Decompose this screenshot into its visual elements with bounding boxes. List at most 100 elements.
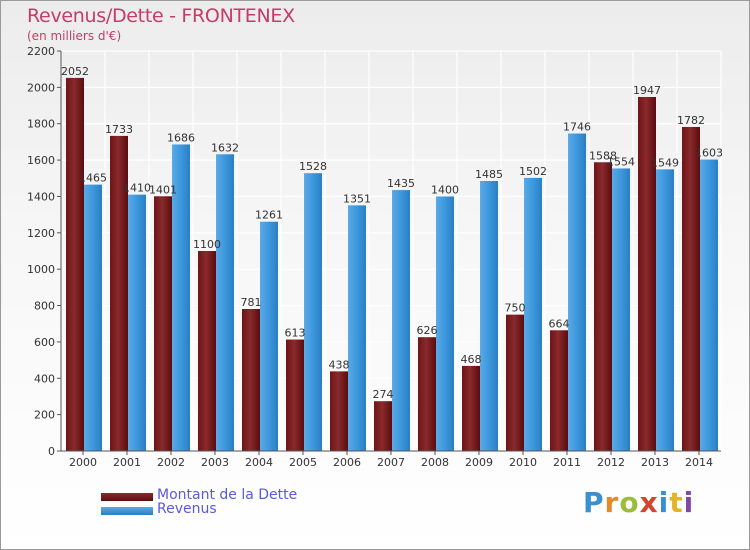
x-tick-label: 2008 bbox=[421, 456, 449, 469]
bar-revenue bbox=[480, 181, 498, 451]
bar-debt bbox=[506, 314, 524, 451]
data-label-debt: 438 bbox=[329, 358, 350, 371]
bar-debt bbox=[418, 337, 436, 451]
logo-letter: t bbox=[669, 486, 684, 519]
x-tick-label: 2006 bbox=[333, 456, 361, 469]
legend-swatch-debt bbox=[101, 493, 153, 501]
x-tick-label: 2002 bbox=[157, 456, 185, 469]
bar-debt bbox=[330, 371, 348, 451]
axes: 0 200 400 600 800 1000 1200 1400 1600 1800 2000 220… bbox=[27, 45, 721, 469]
logo-letter: P bbox=[583, 486, 605, 519]
x-tick-label: 2011 bbox=[553, 456, 581, 469]
data-label-revenue: 1465 bbox=[79, 172, 107, 185]
data-label-revenue: 1686 bbox=[167, 131, 195, 144]
data-label-revenue: 1435 bbox=[387, 177, 415, 190]
data-label-debt: 1947 bbox=[633, 84, 661, 97]
x-tick-label: 2009 bbox=[465, 456, 493, 469]
bar-debt bbox=[242, 309, 260, 451]
bar-revenue bbox=[700, 159, 718, 451]
bar-revenue bbox=[128, 194, 146, 452]
data-label-debt: 613 bbox=[285, 327, 306, 340]
y-tick-label: 1600 bbox=[27, 154, 55, 167]
data-label-debt: 781 bbox=[241, 296, 262, 309]
data-label-revenue: 1261 bbox=[255, 209, 283, 222]
y-tick-label: 2200 bbox=[27, 45, 55, 58]
data-label-debt: 1401 bbox=[149, 183, 177, 196]
bar-debt bbox=[66, 77, 84, 451]
x-tick-label: 2000 bbox=[69, 456, 97, 469]
bar-revenue bbox=[436, 196, 454, 451]
bar-revenue bbox=[216, 154, 234, 452]
logo-letter: o bbox=[619, 486, 640, 519]
x-tick-label: 2005 bbox=[289, 456, 317, 469]
proxiti-logo: Proxiti bbox=[583, 486, 694, 519]
bar-debt bbox=[638, 97, 656, 451]
bar-revenue bbox=[260, 221, 278, 451]
logo-letter: r bbox=[604, 486, 620, 519]
chart-title: Revenus/Dette - FRONTENEX bbox=[27, 5, 295, 27]
bar-debt bbox=[682, 127, 700, 451]
data-label-debt: 1733 bbox=[105, 123, 133, 136]
x-tick-label: 2007 bbox=[377, 456, 405, 469]
bar-debt bbox=[154, 196, 172, 451]
data-label-debt: 1782 bbox=[677, 114, 705, 127]
legend-label-debt: Montant de la Dette bbox=[157, 487, 298, 503]
data-label-revenue: 1502 bbox=[519, 165, 547, 178]
data-label-debt: 750 bbox=[505, 302, 526, 315]
data-label-revenue: 1485 bbox=[475, 168, 503, 181]
x-tick-label: 2012 bbox=[597, 456, 625, 469]
bar-revenue bbox=[612, 168, 630, 452]
data-label-revenue: 1632 bbox=[211, 141, 239, 154]
y-tick-label: 1200 bbox=[27, 227, 55, 240]
y-tick-label: 0 bbox=[48, 445, 55, 458]
y-tick-label: 1000 bbox=[27, 263, 55, 276]
data-label-revenue: 1410 bbox=[123, 182, 151, 195]
x-tick-label: 2010 bbox=[509, 456, 537, 469]
y-tick-label: 2000 bbox=[27, 81, 55, 94]
data-label-revenue: 1528 bbox=[299, 160, 327, 173]
bar-revenue bbox=[392, 190, 410, 451]
x-tick-label: 2003 bbox=[201, 456, 229, 469]
data-label-revenue: 1554 bbox=[607, 155, 635, 168]
data-label-debt: 2052 bbox=[61, 65, 89, 78]
data-label-revenue: 1549 bbox=[651, 156, 679, 169]
legend-label-revenue: Revenus bbox=[157, 501, 217, 517]
bar-revenue bbox=[348, 205, 366, 451]
bar-revenue bbox=[524, 177, 542, 451]
bar-debt bbox=[374, 401, 392, 451]
data-label-debt: 274 bbox=[373, 388, 394, 401]
bar-debt bbox=[286, 339, 304, 451]
logo-letter: i bbox=[658, 486, 670, 519]
bars bbox=[66, 77, 718, 452]
chart-subtitle: (en milliers d'€) bbox=[27, 29, 122, 43]
y-tick-label: 800 bbox=[34, 300, 55, 313]
data-label-revenue: 1400 bbox=[431, 183, 459, 196]
data-label-debt: 468 bbox=[461, 353, 482, 366]
x-tick-label: 2013 bbox=[641, 456, 669, 469]
data-label-revenue: 1603 bbox=[695, 147, 723, 160]
logo-letter: i bbox=[683, 486, 695, 519]
logo-letter: x bbox=[639, 486, 659, 519]
data-label-revenue: 1746 bbox=[563, 121, 591, 134]
y-tick-label: 600 bbox=[34, 336, 55, 349]
y-tick-label: 1400 bbox=[27, 190, 55, 203]
y-tick-label: 400 bbox=[34, 372, 55, 385]
bar-debt bbox=[198, 251, 216, 451]
y-tick-label: 1800 bbox=[27, 118, 55, 131]
data-label-debt: 626 bbox=[417, 324, 438, 337]
bar-debt bbox=[550, 330, 568, 451]
x-tick-label: 2001 bbox=[113, 456, 141, 469]
y-tick-label: 200 bbox=[34, 409, 55, 422]
data-label-revenue: 1351 bbox=[343, 192, 371, 205]
bar-revenue bbox=[172, 144, 190, 452]
bar-debt bbox=[462, 365, 480, 451]
bar-revenue bbox=[568, 133, 586, 451]
legend-swatch-revenue bbox=[101, 507, 153, 515]
x-tick-label: 2004 bbox=[245, 456, 273, 469]
bar-revenue bbox=[84, 184, 102, 452]
bar-debt bbox=[594, 162, 612, 452]
x-tick-label: 2014 bbox=[685, 456, 713, 469]
